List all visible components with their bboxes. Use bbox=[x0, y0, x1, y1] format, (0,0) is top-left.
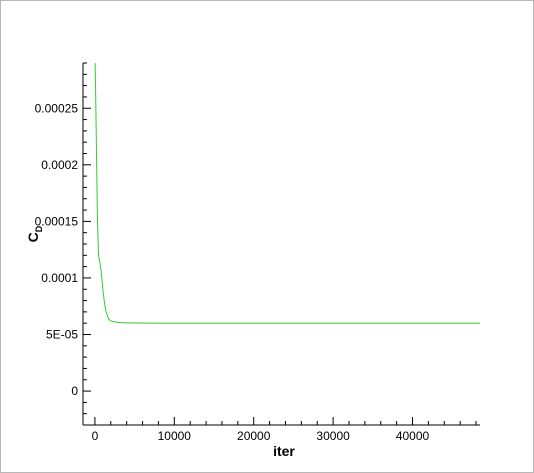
x-tick-label: 0 bbox=[92, 429, 99, 443]
y-axis-title-main: C bbox=[25, 232, 41, 242]
y-tick-label: 0.0001 bbox=[41, 271, 78, 285]
x-tick-label: 40000 bbox=[396, 429, 430, 443]
series-line-cd bbox=[94, 62, 480, 324]
x-tick-label: 10000 bbox=[158, 429, 192, 443]
y-tick-label: 0.00025 bbox=[35, 101, 79, 115]
y-tick-label: 0.00015 bbox=[35, 214, 79, 228]
x-tick-label: 20000 bbox=[237, 429, 271, 443]
tick-labels: 0 5E-05 0.0001 0.00015 0.0002 0.00025 0 10000 20… bbox=[35, 101, 430, 443]
series-layer bbox=[94, 62, 480, 324]
y-axis-title-sub: D bbox=[34, 225, 44, 232]
y-tick-label: 0 bbox=[71, 384, 78, 398]
x-axis-title: iter bbox=[273, 443, 295, 459]
ticks bbox=[83, 62, 477, 426]
y-tick-label: 5E-05 bbox=[46, 328, 78, 342]
x-tick-label: 30000 bbox=[316, 429, 350, 443]
y-tick-label: 0.0002 bbox=[41, 158, 78, 172]
axes bbox=[82, 63, 480, 426]
y-axis-title: CD bbox=[25, 225, 44, 242]
